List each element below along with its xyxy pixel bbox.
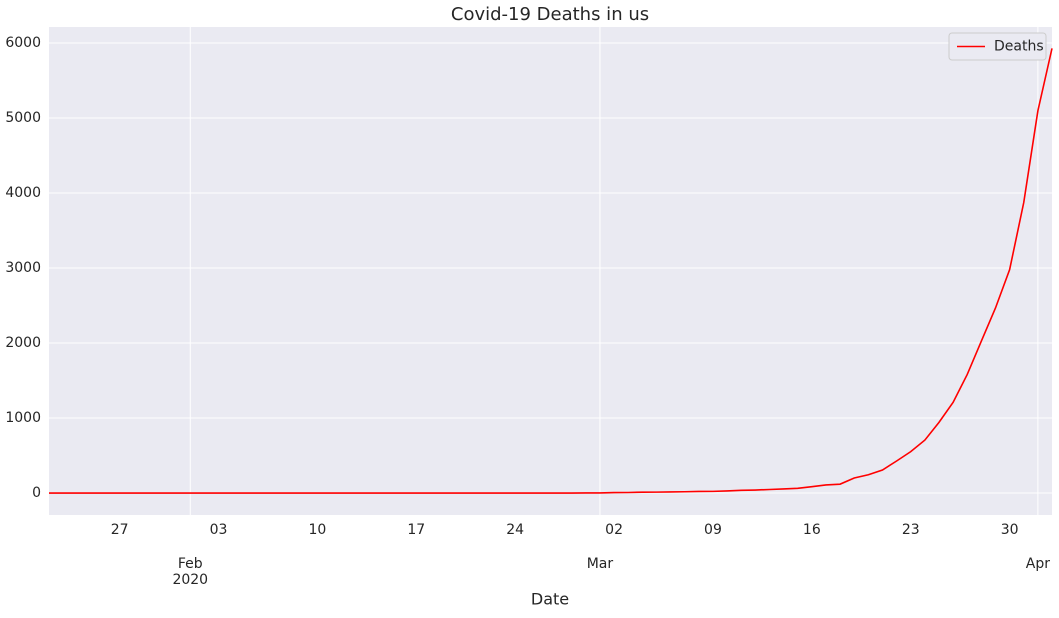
x-tick-label: 02: [605, 522, 623, 538]
x-tick-label: 27: [111, 522, 129, 538]
y-tick-label: 3000: [5, 260, 41, 276]
chart-title: Covid-19 Deaths in us: [451, 4, 649, 25]
x-tick-label: 03: [210, 522, 228, 538]
x-tick-label: 23: [902, 522, 920, 538]
y-tick-label: 2000: [5, 335, 41, 351]
x-tick-label: 16: [803, 522, 821, 538]
y-tick-label: 1000: [5, 410, 41, 426]
x-tick-label: 30: [1001, 522, 1019, 538]
x-tick-label: 10: [308, 522, 326, 538]
x-tick-label: 09: [704, 522, 722, 538]
x-tick-label-year: 2020: [172, 572, 208, 588]
legend-box: [948, 32, 1047, 61]
x-tick-label: 17: [407, 522, 425, 538]
x-tick-label-major: Mar: [587, 556, 614, 572]
y-tick-label: 0: [32, 485, 41, 501]
y-tick-label: 4000: [5, 185, 41, 201]
x-tick-label-major: Apr: [1026, 556, 1050, 572]
y-tick-label: 5000: [5, 110, 41, 126]
plot-area: [49, 27, 1052, 515]
y-tick-label: 6000: [5, 35, 41, 51]
legend-label: Deaths: [994, 39, 1044, 55]
x-tick-label: 24: [506, 522, 524, 538]
line: [49, 48, 1053, 494]
x-tick-label-major: Feb: [178, 556, 203, 572]
x-axis-label: Date: [531, 590, 569, 609]
